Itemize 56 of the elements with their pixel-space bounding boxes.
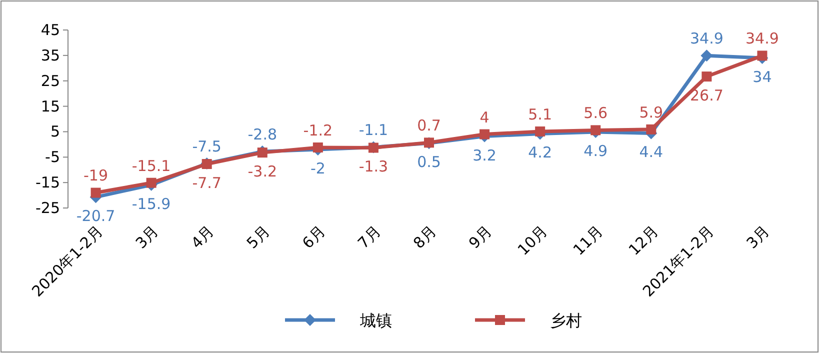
x-tick-label: 12月 <box>625 222 662 259</box>
y-tick-label: 35 <box>40 46 60 64</box>
data-label: 4.4 <box>639 143 664 162</box>
data-label: 34.9 <box>746 30 779 48</box>
data-label: -1.1 <box>358 121 388 140</box>
data-label: 4.9 <box>584 142 608 160</box>
data-label: 34.9 <box>690 30 724 48</box>
data-label: 5.1 <box>528 105 552 124</box>
data-label: -1.2 <box>303 121 333 140</box>
x-tick-label: 4月 <box>188 222 218 252</box>
legend-label: 城镇 <box>359 311 392 330</box>
y-tick-label: 45 <box>40 21 60 39</box>
point <box>702 72 712 82</box>
point <box>312 142 323 152</box>
data-label: -2.8 <box>248 126 278 144</box>
point <box>757 50 768 61</box>
y-tick-label: 5 <box>50 122 60 141</box>
legend-label: 乡村 <box>550 311 582 330</box>
y-tick-label: -5 <box>45 148 60 166</box>
data-label: 4 <box>480 108 490 126</box>
x-tick-label: 11月 <box>570 222 606 259</box>
x-tick-label: 3月 <box>132 222 162 252</box>
point <box>480 129 490 140</box>
x-tick-label: 6月 <box>298 222 329 252</box>
x-tick-label: 8月 <box>410 222 440 252</box>
x-tick-label: 7月 <box>354 222 384 252</box>
data-label: -19 <box>84 166 108 185</box>
data-label: -7.7 <box>192 174 222 192</box>
y-tick-label: 15 <box>40 97 60 116</box>
data-label: -2 <box>310 160 326 178</box>
point <box>700 50 713 62</box>
point <box>146 178 156 188</box>
x-tick-label: 9月 <box>465 222 496 252</box>
data-label: -15.1 <box>132 156 171 175</box>
y-tick-label: 25 <box>40 72 60 90</box>
y-tick-label: -25 <box>36 199 60 217</box>
data-label: -15.9 <box>132 194 171 213</box>
x-tick-label: 3月 <box>742 222 774 252</box>
data-label: 0.5 <box>417 153 441 172</box>
data-label: -3.2 <box>248 162 278 181</box>
point <box>646 124 656 134</box>
x-tick-label: 5月 <box>243 222 274 252</box>
data-label: -20.7 <box>76 207 116 226</box>
x-tick-label: 10月 <box>514 222 551 259</box>
data-label: 5.9 <box>639 103 664 122</box>
data-label: 4.2 <box>528 144 552 162</box>
data-label: 5.6 <box>584 104 608 122</box>
data-label: 3.2 <box>472 146 496 164</box>
point <box>590 125 601 136</box>
point <box>535 126 546 136</box>
point <box>90 188 101 198</box>
y-tick-label: -15 <box>36 174 60 192</box>
data-label: 34 <box>752 68 772 86</box>
data-label: 0.7 <box>417 116 441 135</box>
data-label: -7.5 <box>192 138 222 156</box>
data-label: -1.3 <box>358 158 388 176</box>
